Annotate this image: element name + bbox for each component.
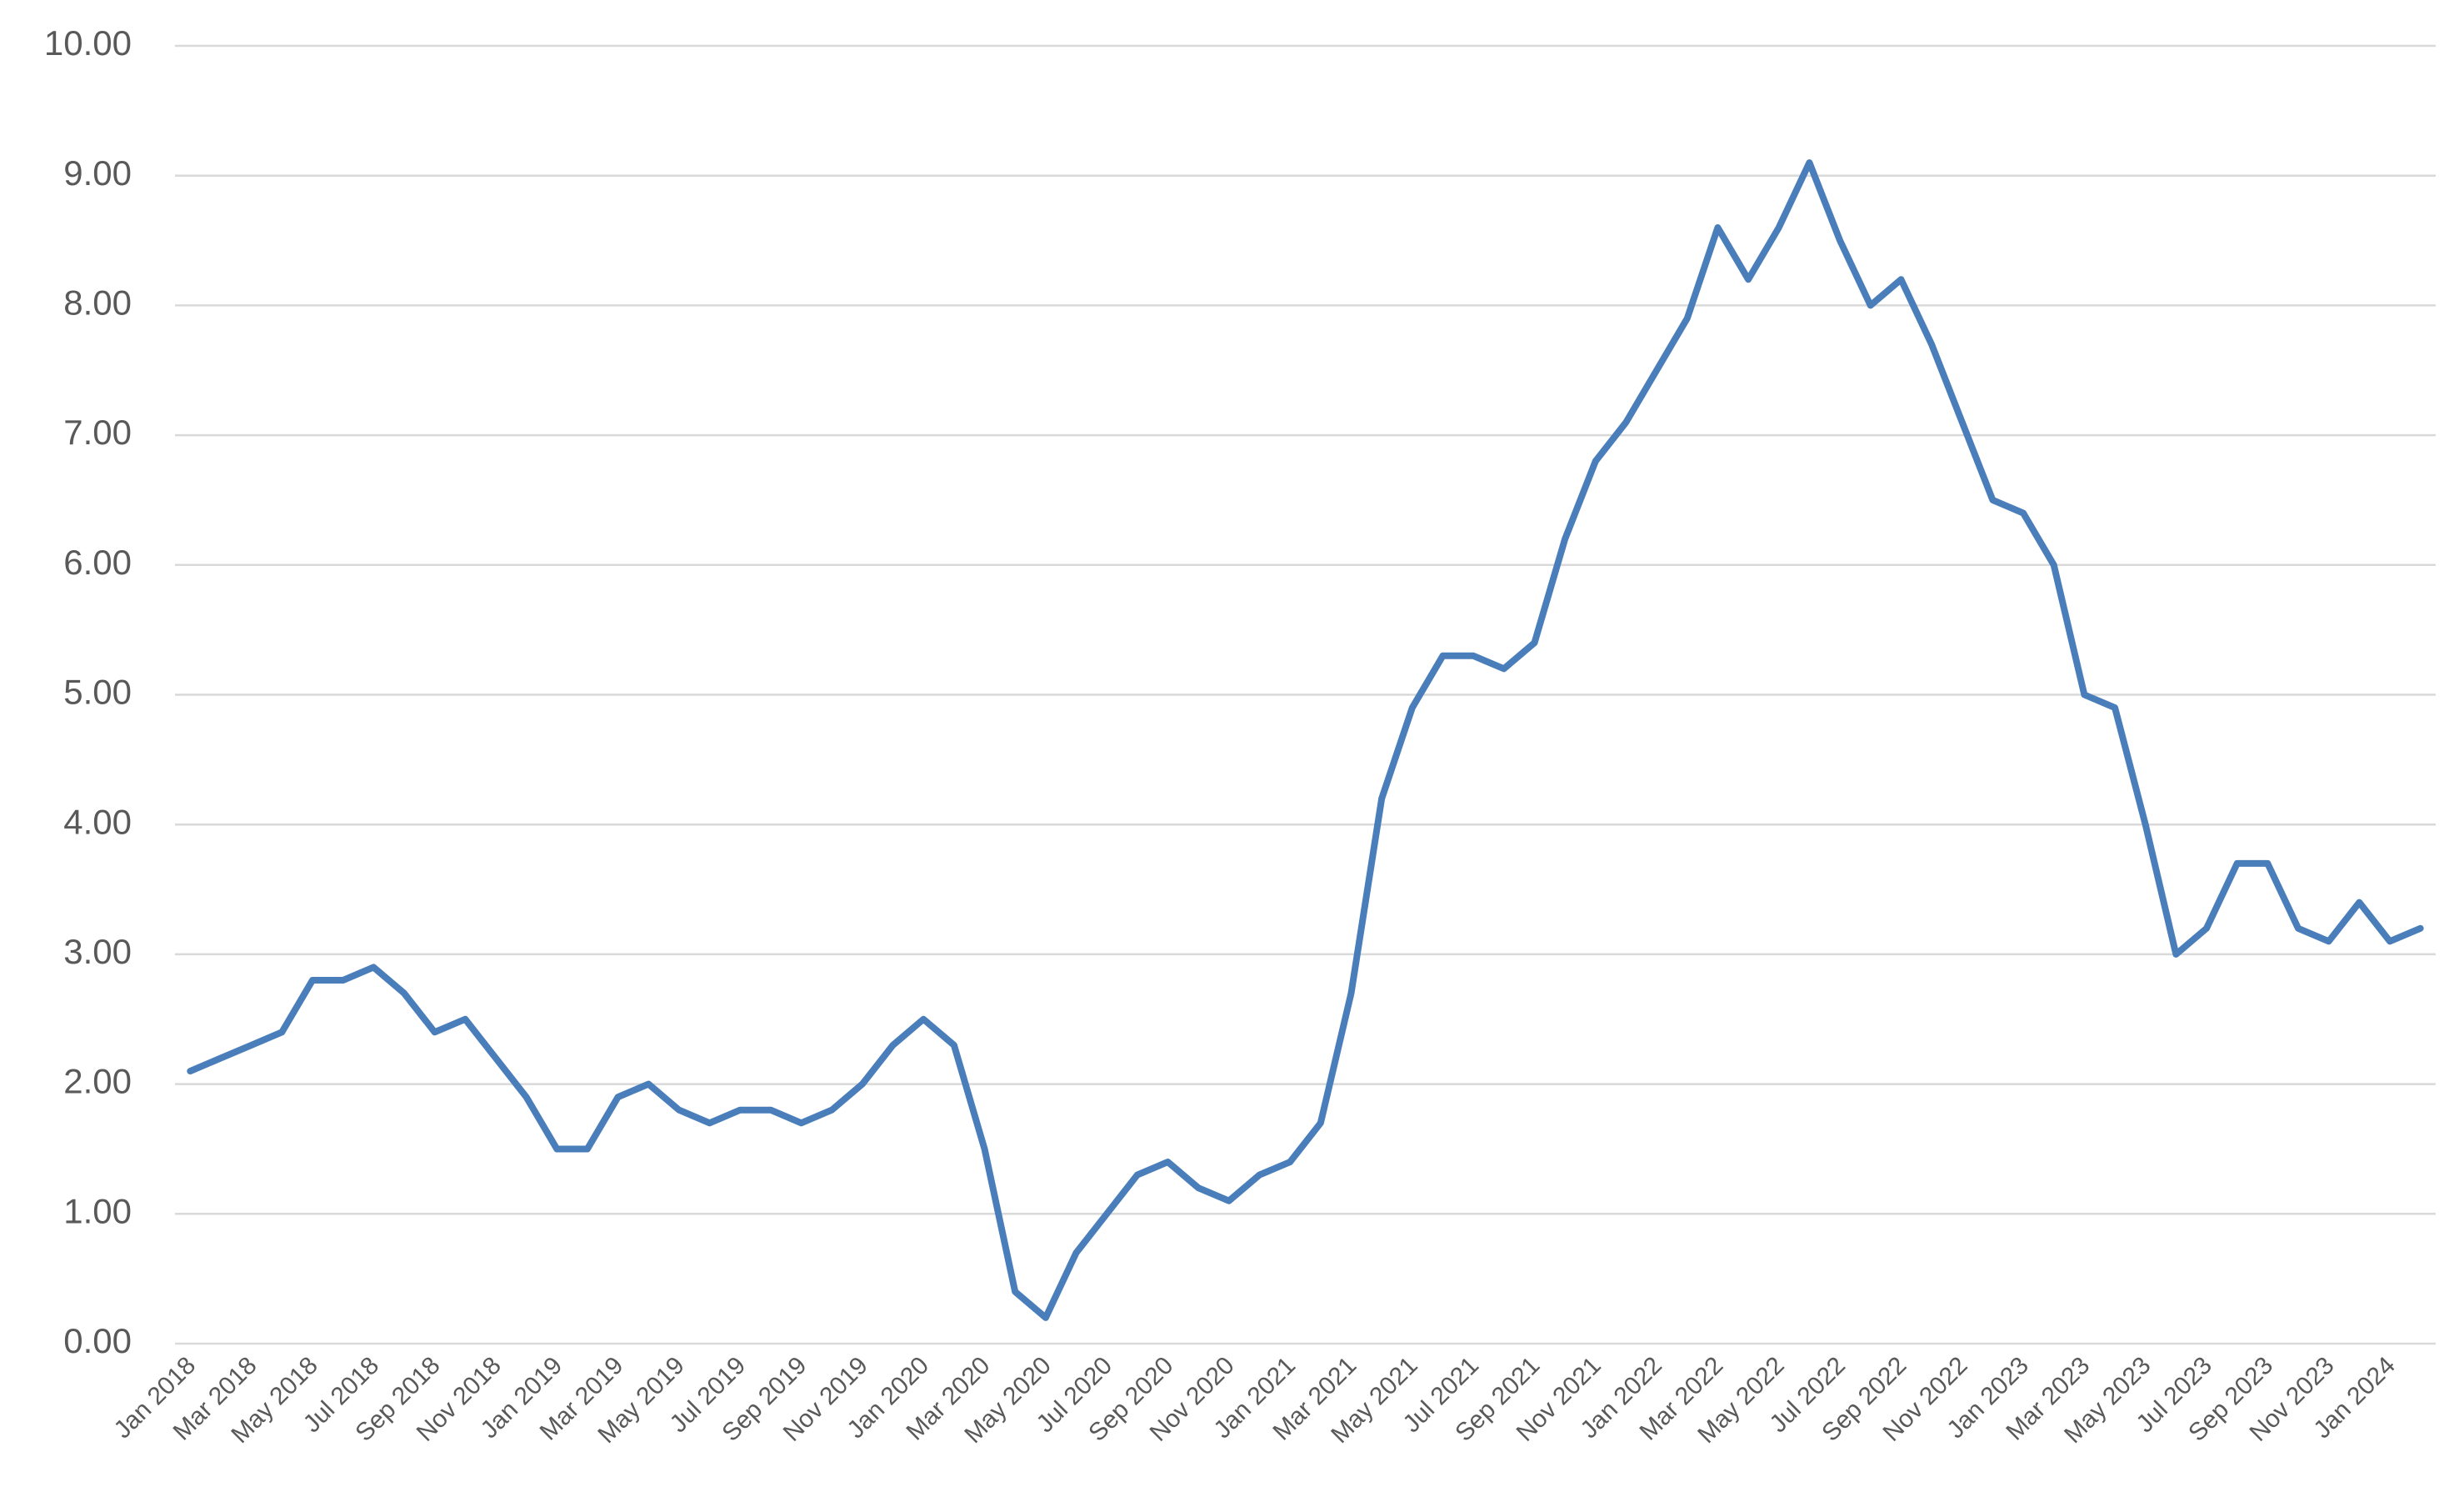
y-tick-label: 3.00 xyxy=(63,932,132,971)
y-tick-label: 7.00 xyxy=(63,413,132,452)
series-line xyxy=(187,159,2424,1321)
y-tick-label: 0.00 xyxy=(63,1321,132,1360)
y-tick-label: 8.00 xyxy=(63,283,132,322)
y-tick-label: 2.00 xyxy=(63,1062,132,1101)
y-tick-label: 9.00 xyxy=(63,153,132,193)
y-tick-label: 5.00 xyxy=(63,673,132,712)
y-tick-label: 4.00 xyxy=(63,802,132,841)
y-tick-label: 6.00 xyxy=(63,543,132,582)
y-tick-label: 1.00 xyxy=(63,1191,132,1230)
y-tick-label: 10.00 xyxy=(44,23,132,63)
